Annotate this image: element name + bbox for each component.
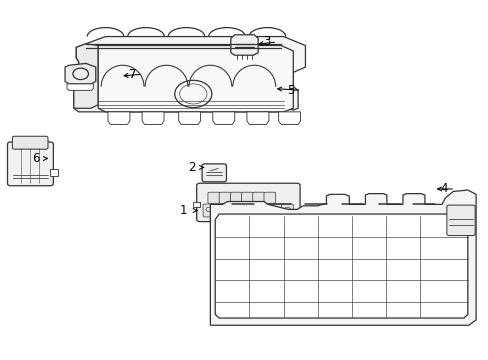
Polygon shape: [98, 45, 293, 112]
Polygon shape: [178, 112, 200, 125]
Polygon shape: [215, 214, 467, 318]
Text: 3: 3: [262, 35, 269, 49]
FancyBboxPatch shape: [12, 136, 48, 149]
FancyBboxPatch shape: [214, 204, 225, 217]
FancyBboxPatch shape: [446, 205, 474, 235]
FancyBboxPatch shape: [225, 204, 237, 217]
Polygon shape: [74, 44, 98, 108]
Polygon shape: [230, 35, 258, 55]
FancyBboxPatch shape: [264, 192, 275, 203]
Polygon shape: [193, 202, 199, 207]
FancyBboxPatch shape: [270, 204, 282, 217]
FancyBboxPatch shape: [7, 142, 53, 186]
Polygon shape: [108, 112, 130, 125]
FancyBboxPatch shape: [236, 204, 248, 217]
Polygon shape: [210, 190, 475, 325]
FancyBboxPatch shape: [281, 204, 293, 217]
FancyBboxPatch shape: [259, 204, 270, 217]
Text: 7: 7: [128, 68, 136, 81]
FancyBboxPatch shape: [241, 192, 253, 203]
FancyBboxPatch shape: [219, 192, 230, 203]
Text: 1: 1: [180, 204, 187, 217]
Text: 2: 2: [188, 161, 196, 174]
FancyBboxPatch shape: [196, 183, 300, 222]
FancyBboxPatch shape: [203, 204, 214, 217]
FancyBboxPatch shape: [230, 192, 242, 203]
Polygon shape: [74, 37, 305, 112]
FancyBboxPatch shape: [247, 204, 259, 217]
Polygon shape: [246, 112, 268, 125]
Text: 6: 6: [32, 152, 40, 165]
FancyBboxPatch shape: [202, 164, 226, 182]
Polygon shape: [278, 112, 300, 125]
Polygon shape: [65, 63, 96, 84]
Polygon shape: [50, 169, 58, 176]
Polygon shape: [142, 112, 163, 125]
Text: 5: 5: [286, 84, 294, 97]
FancyBboxPatch shape: [207, 192, 219, 203]
FancyBboxPatch shape: [252, 192, 264, 203]
Polygon shape: [67, 84, 93, 90]
Text: 4: 4: [440, 183, 447, 195]
Polygon shape: [212, 112, 234, 125]
